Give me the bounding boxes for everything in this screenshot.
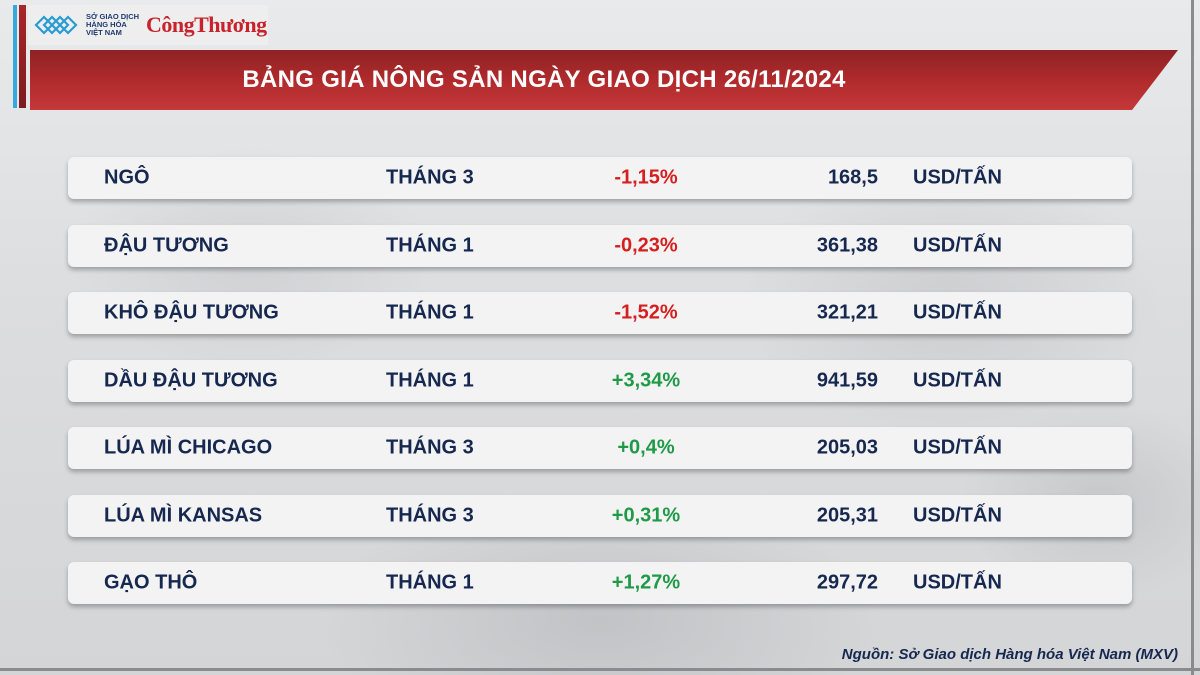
table-row: NGÔ THÁNG 3 -1,15% 168,5 USD/TẤN [68, 157, 1132, 199]
logo-line-2: HÀNG HÓA [86, 20, 127, 29]
table-row: ĐẬU TƯƠNG THÁNG 1 -0,23% 361,38 USD/TẤN [68, 224, 1132, 267]
price-value: 297,72 [816, 571, 878, 594]
contract-month: THÁNG 3 [386, 436, 474, 459]
table-row: KHÔ ĐẬU TƯƠNG THÁNG 1 -1,52% 321,21 USD/… [68, 292, 1132, 334]
contract-month: THÁNG 3 [386, 166, 474, 189]
price-value: 205,31 [816, 504, 878, 526]
price-value: 205,03 [816, 436, 878, 459]
contract-month: THÁNG 1 [386, 369, 474, 391]
brand-logo: CôngThương [146, 12, 267, 37]
price-value: 168,5 [827, 166, 878, 189]
change-percent: -1,15% [614, 166, 678, 189]
contract-month: THÁNG 3 [386, 504, 474, 526]
change-percent: -1,52% [614, 301, 678, 324]
change-percent: +3,34% [611, 369, 681, 391]
exchange-logo-text: SỞ GIAO DỊCH HÀNG HÓA VIỆT NAM [86, 13, 140, 37]
price-unit: USD/TẤN [913, 504, 1002, 526]
commodity-name: KHÔ ĐẬU TƯƠNG [104, 301, 279, 324]
price-value: 941,59 [816, 369, 878, 391]
price-value: 321,21 [816, 301, 878, 324]
commodity-name: LÚA MÌ KANSAS [104, 504, 263, 526]
accent-stripe-blue [13, 5, 17, 108]
table-row: GẠO THÔ THÁNG 1 +1,27% 297,72 USD/TẤN [68, 562, 1132, 604]
commodity-name: DẦU ĐẬU TƯƠNG [104, 369, 278, 391]
change-percent: +0,4% [617, 436, 675, 459]
price-value: 361,38 [816, 234, 878, 256]
page-title: BẢNG GIÁ NÔNG SẢN NGÀY GIAO DỊCH 26/11/2… [242, 66, 846, 93]
price-unit: USD/TẤN [913, 166, 1002, 189]
commodity-name: GẠO THÔ [104, 571, 198, 594]
frame-border-bottom [0, 668, 1200, 671]
contract-month: THÁNG 1 [386, 571, 474, 594]
price-unit: USD/TẤN [913, 234, 1002, 256]
price-unit: USD/TẤN [913, 369, 1002, 391]
source-note: Nguồn: Sở Giao dịch Hàng hóa Việt Nam (M… [841, 646, 1178, 663]
logo-line-1: SỞ GIAO DỊCH [86, 12, 140, 21]
commodity-name: NGÔ [104, 166, 150, 189]
table-row: DẦU ĐẬU TƯƠNG THÁNG 1 +3,34% 941,59 USD/… [68, 359, 1132, 402]
exchange-logo-icon [34, 15, 78, 35]
change-percent: +0,31% [611, 504, 681, 526]
logo-area: SỞ GIAO DỊCH HÀNG HÓA VIỆT NAM CôngThươn… [28, 5, 268, 45]
price-unit: USD/TẤN [913, 571, 1002, 594]
contract-month: THÁNG 1 [386, 234, 474, 256]
price-table: NGÔ THÁNG 3 -1,15% 168,5 USD/TẤN ĐẬU TƯƠ… [68, 157, 1132, 630]
contract-month: THÁNG 1 [386, 301, 474, 324]
price-unit: USD/TẤN [913, 301, 1002, 324]
table-row: LÚA MÌ CHICAGO THÁNG 3 +0,4% 205,03 USD/… [68, 427, 1132, 469]
price-unit: USD/TẤN [913, 436, 1002, 459]
commodity-name: ĐẬU TƯƠNG [104, 234, 229, 256]
accent-stripe-red [19, 5, 26, 108]
logo-line-3: VIỆT NAM [86, 28, 122, 37]
title-banner: BẢNG GIÁ NÔNG SẢN NGÀY GIAO DỊCH 26/11/2… [30, 50, 1178, 110]
commodity-name: LÚA MÌ CHICAGO [104, 436, 273, 459]
change-percent: +1,27% [611, 571, 681, 594]
table-row: LÚA MÌ KANSAS THÁNG 3 +0,31% 205,31 USD/… [68, 494, 1132, 537]
change-percent: -0,23% [614, 234, 678, 256]
frame-border-right [1191, 0, 1194, 675]
